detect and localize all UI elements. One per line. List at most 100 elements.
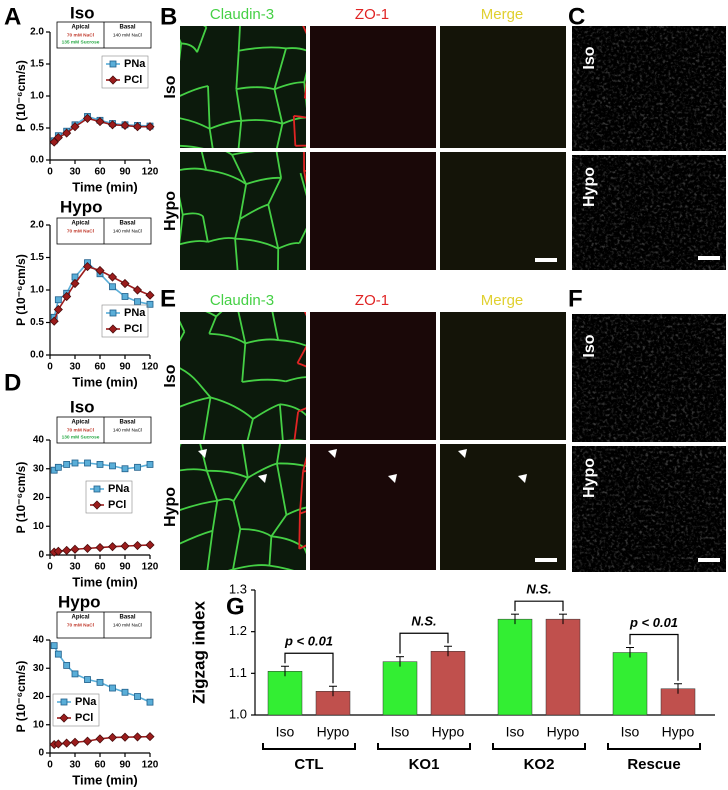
point <box>96 461 104 468</box>
point <box>121 293 129 300</box>
point <box>82 543 93 553</box>
y-axis-label: Zigzag index <box>189 600 208 704</box>
x-axis-label: Time (min) <box>72 374 138 389</box>
panel-letter: F <box>568 285 583 312</box>
micrograph <box>310 152 436 270</box>
bar <box>267 671 303 716</box>
point <box>146 698 154 706</box>
inset-apical-line: 130 mM Sucrose <box>62 434 100 440</box>
column-title: Claudin-3 <box>210 292 274 309</box>
inset-apical: Apical <box>71 615 89 621</box>
y-tick-label: 40 <box>33 435 45 446</box>
arrowhead <box>518 474 527 483</box>
x-tick-label: Hypo <box>317 724 350 740</box>
y-axis-label: P (10⁻⁶cm/s) <box>14 254 28 326</box>
x-tick-label: Iso <box>621 724 640 740</box>
point <box>62 291 72 302</box>
significance-bracket <box>399 632 449 654</box>
legend-marker <box>109 60 117 68</box>
y-tick-label: 0.5 <box>30 317 44 328</box>
y-tick-label: 1.5 <box>30 252 44 263</box>
x-tick-label: 0 <box>47 362 53 373</box>
significance-bracket <box>284 652 334 684</box>
annotation: N.S. <box>411 614 436 629</box>
legend-label: PCl <box>108 499 126 511</box>
series-line <box>54 544 151 553</box>
column-title: ZO-1 <box>355 292 389 309</box>
y-tick-label: 40 <box>33 635 45 646</box>
column-title: Claudin-3 <box>210 6 274 23</box>
y-tick-label: 1.0 <box>30 285 44 296</box>
point <box>50 642 58 650</box>
point <box>120 732 130 742</box>
point <box>107 120 118 130</box>
arrowhead <box>198 449 207 458</box>
y-tick-label: 30 <box>33 663 45 674</box>
series-line <box>53 462 151 471</box>
point <box>107 272 118 282</box>
x-tick-label: 60 <box>94 562 106 573</box>
point <box>120 541 130 551</box>
inset-basal-line: 140 mM NaCl <box>113 228 142 234</box>
arrowhead <box>328 449 337 458</box>
row-label: Iso <box>581 334 598 357</box>
point <box>62 545 72 555</box>
point <box>107 732 118 743</box>
scale-bar <box>535 258 557 262</box>
legend-label: PNa <box>124 307 146 319</box>
micrograph <box>310 444 436 570</box>
group-bracket <box>262 743 356 750</box>
y-axis-label: P (10⁻⁶cm/s) <box>14 661 28 733</box>
x-tick-label: 120 <box>142 760 159 771</box>
point <box>70 544 80 554</box>
point <box>132 285 143 295</box>
group-bracket <box>607 743 701 750</box>
chart-title: Hypo <box>60 197 103 216</box>
x-axis-label: Time (min) <box>72 179 138 194</box>
y-tick-label: 2.0 <box>30 27 44 38</box>
point <box>132 732 143 742</box>
scale-bar <box>535 558 557 562</box>
legend-marker <box>60 698 68 706</box>
chart-title: Hypo <box>58 592 101 611</box>
row-label: Hypo <box>581 458 598 498</box>
row-label: Hypo <box>162 487 179 527</box>
y-tick-label: 1.5 <box>30 59 44 70</box>
y-axis-label: P (10⁻⁶cm/s) <box>14 462 28 534</box>
cell-network <box>292 26 306 147</box>
point <box>95 542 105 553</box>
x-tick-label: Hypo <box>432 724 465 740</box>
x-tick-label: Iso <box>276 724 295 740</box>
bar <box>382 661 418 716</box>
y-tick-label: 0 <box>38 550 44 561</box>
y-tick-label: 30 <box>33 463 45 474</box>
inset-basal: Basal <box>119 420 135 426</box>
point <box>120 278 130 289</box>
x-tick-label: 0 <box>47 167 53 178</box>
x-tick-label: 120 <box>142 362 159 373</box>
column-title: ZO-1 <box>355 6 389 23</box>
x-axis-label: Time (min) <box>72 772 138 787</box>
legend-marker <box>59 713 69 723</box>
y-tick-label: 2.0 <box>30 220 44 231</box>
sem-texture <box>572 446 726 572</box>
panel-letter: A <box>4 3 21 30</box>
micrograph <box>440 444 566 570</box>
point <box>107 542 118 552</box>
annotation: p < 0.01 <box>284 634 333 649</box>
legend-marker <box>108 324 118 334</box>
point <box>54 463 62 471</box>
legend-marker <box>92 500 102 510</box>
point <box>71 459 79 467</box>
point <box>62 128 72 138</box>
sem-texture <box>572 314 726 442</box>
series-line <box>53 117 150 143</box>
x-tick-label: 90 <box>119 562 131 573</box>
series-line <box>54 735 151 746</box>
scale-bar <box>698 558 720 562</box>
point <box>145 540 155 550</box>
inset-apical: Apical <box>71 420 89 426</box>
point <box>96 678 104 686</box>
point <box>145 290 155 300</box>
